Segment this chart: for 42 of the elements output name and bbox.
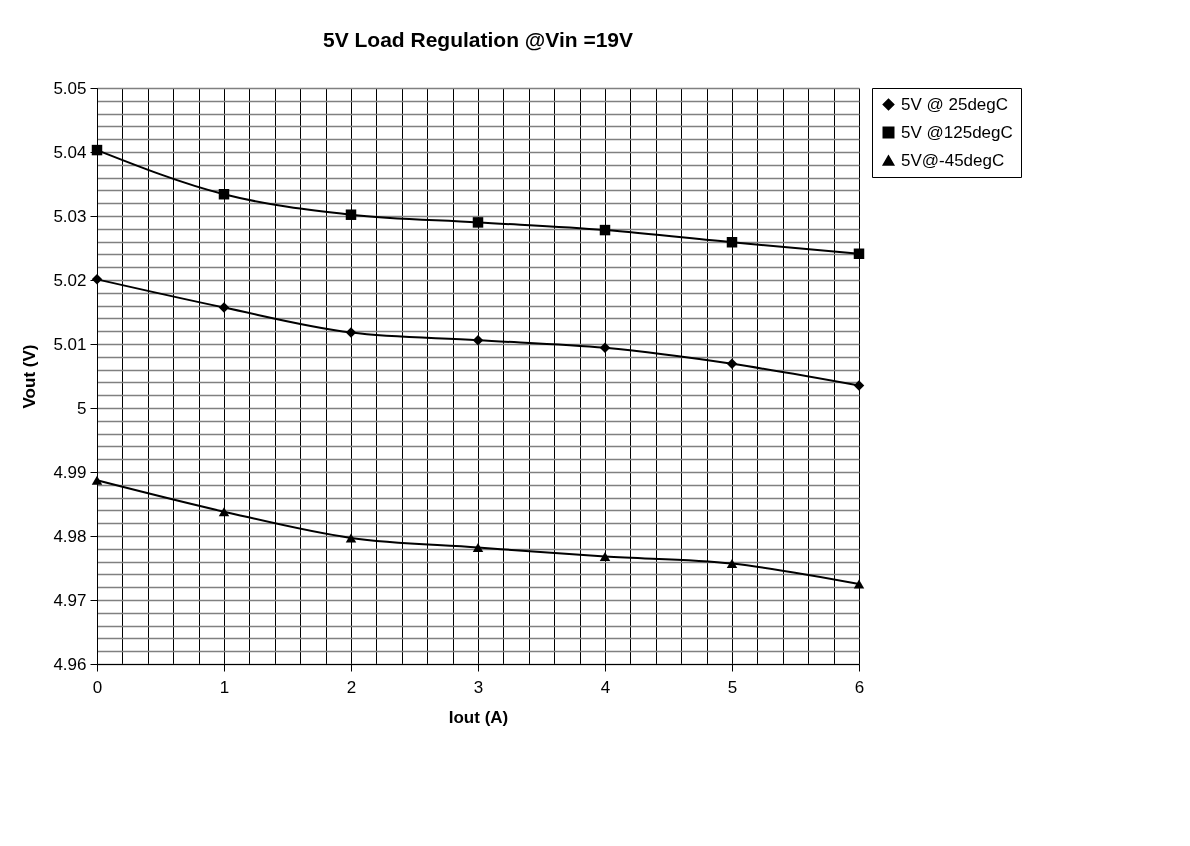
- y-tick-label: 5.03: [53, 206, 87, 226]
- y-tick-label: 4.97: [53, 590, 87, 610]
- point: [726, 558, 738, 569]
- point: [599, 342, 611, 354]
- point: [599, 224, 611, 236]
- point: [853, 579, 865, 589]
- point: [345, 533, 357, 543]
- point: [853, 380, 865, 391]
- y-tick-label: 5: [77, 398, 87, 418]
- x-tick-label: 4: [600, 677, 611, 697]
- x-tick-label: 6: [854, 677, 865, 697]
- y-tick-label: 4.99: [53, 462, 87, 482]
- y-axis-title: Vout (V): [20, 344, 40, 409]
- legend-label: 5V@-45degC: [901, 150, 1005, 170]
- point: [218, 302, 230, 313]
- x-axis-title: Iout (A): [448, 707, 509, 727]
- point: [345, 327, 357, 338]
- point: [599, 551, 611, 562]
- point: [91, 475, 103, 485]
- point: [218, 189, 230, 200]
- point: [472, 334, 484, 346]
- y-tick-label: 5.05: [53, 78, 87, 98]
- legend-label: 5V @125degC: [901, 122, 1013, 142]
- x-tick-label: 0: [92, 677, 103, 697]
- point: [218, 507, 230, 517]
- x-tick-label: 2: [346, 677, 357, 697]
- point: [853, 248, 865, 259]
- chart-title: 5V Load Regulation @Vin =19V: [322, 28, 634, 51]
- y-tick-label: 5.04: [53, 142, 87, 162]
- point: [472, 217, 484, 228]
- y-tick-label: 5.01: [53, 334, 87, 354]
- y-tick-label: 4.98: [53, 526, 87, 546]
- point: [472, 542, 484, 553]
- point: [345, 209, 357, 220]
- legend-label: 5V @ 25degC: [901, 94, 1009, 114]
- point: [726, 358, 738, 370]
- y-tick-label: 4.96: [53, 654, 87, 674]
- x-tick-label: 3: [473, 677, 484, 697]
- x-tick-label: 5: [727, 677, 738, 697]
- x-tick-label: 1: [219, 677, 230, 697]
- y-tick-label: 5.02: [53, 270, 87, 290]
- point: [726, 237, 738, 248]
